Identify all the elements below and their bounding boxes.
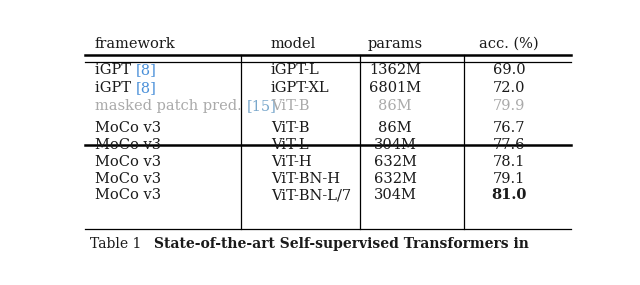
Text: 81.0: 81.0 <box>492 188 527 203</box>
Text: 72.0: 72.0 <box>493 81 525 95</box>
Text: State-of-the-art Self-supervised Transformers in: State-of-the-art Self-supervised Transfo… <box>154 237 529 251</box>
Text: iGPT: iGPT <box>95 63 136 77</box>
Text: 304M: 304M <box>374 138 417 152</box>
Text: 79.9: 79.9 <box>493 99 525 113</box>
Text: MoCo v3: MoCo v3 <box>95 172 161 186</box>
Text: 69.0: 69.0 <box>493 63 525 77</box>
Text: 86M: 86M <box>378 99 412 113</box>
Text: iGPT: iGPT <box>95 81 136 95</box>
Text: 86M: 86M <box>378 121 412 135</box>
Text: ViT-BN-L/7: ViT-BN-L/7 <box>271 188 351 203</box>
Text: Table 1: Table 1 <box>90 237 154 251</box>
Text: MoCo v3: MoCo v3 <box>95 138 161 152</box>
Text: ViT-B: ViT-B <box>271 99 310 113</box>
Text: 632M: 632M <box>374 172 417 186</box>
Text: masked patch pred.: masked patch pred. <box>95 99 246 113</box>
Text: ViT-H: ViT-H <box>271 155 312 169</box>
Text: 6801M: 6801M <box>369 81 421 95</box>
Text: [8]: [8] <box>136 63 156 77</box>
Text: 76.7: 76.7 <box>493 121 525 135</box>
Text: params: params <box>367 37 422 51</box>
Text: MoCo v3: MoCo v3 <box>95 155 161 169</box>
Text: 78.1: 78.1 <box>493 155 525 169</box>
Text: [15]: [15] <box>246 99 276 113</box>
Text: [8]: [8] <box>136 81 156 95</box>
Text: iGPT-XL: iGPT-XL <box>271 81 330 95</box>
Text: acc. (%): acc. (%) <box>479 37 539 51</box>
Text: ViT-BN-H: ViT-BN-H <box>271 172 340 186</box>
Text: framework: framework <box>95 37 175 51</box>
Text: model: model <box>271 37 316 51</box>
Text: iGPT-L: iGPT-L <box>271 63 320 77</box>
Text: 1362M: 1362M <box>369 63 421 77</box>
Text: ViT-B: ViT-B <box>271 121 310 135</box>
Text: 77.6: 77.6 <box>493 138 525 152</box>
Text: ViT-L: ViT-L <box>271 138 308 152</box>
Text: 79.1: 79.1 <box>493 172 525 186</box>
Text: MoCo v3: MoCo v3 <box>95 121 161 135</box>
Text: MoCo v3: MoCo v3 <box>95 188 161 203</box>
Text: 632M: 632M <box>374 155 417 169</box>
Text: 304M: 304M <box>374 188 417 203</box>
